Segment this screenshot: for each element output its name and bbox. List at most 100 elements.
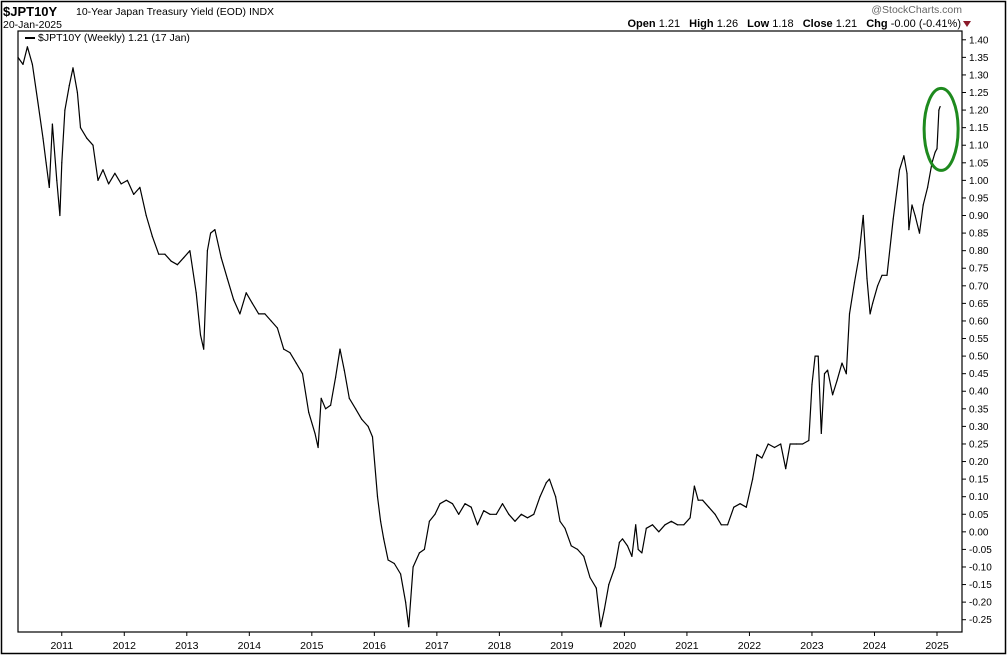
data-point [79,127,82,129]
data-point [22,63,24,65]
data-point [939,106,941,108]
data-point [289,352,291,354]
data-point [727,524,729,526]
data-point [108,183,110,185]
x-tick-label: 2023 [800,640,824,652]
y-tick-label: 0.45 [969,369,989,380]
data-point [886,274,888,276]
data-point [576,548,579,551]
data-point [126,179,128,181]
data-point [600,626,602,628]
data-point [938,109,940,111]
data-point [631,555,633,558]
change-down-caret-icon [963,21,971,27]
data-point [533,513,535,515]
data-point [841,362,843,364]
data-point [911,204,913,206]
ohlc-readout: Open 1.21 High 1.26 Low 1.18 Close 1.21 … [628,18,962,30]
data-point [872,302,874,304]
data-point [877,285,879,287]
y-tick-label: 1.10 [969,141,989,152]
data-point [245,292,247,294]
data-point [858,257,860,259]
data-point [548,478,551,480]
high-value: 1.26 [716,18,739,30]
data-point [683,524,685,526]
data-point [283,348,285,350]
data-point [845,373,847,375]
data-point [367,425,369,427]
data-point [651,524,654,526]
data-point [733,506,735,508]
chg-value: -0.00 (-0.41%) [890,18,961,30]
data-point [752,478,754,480]
data-point [120,183,122,185]
data-point [251,302,253,304]
data-point [520,513,522,515]
data-point [320,397,322,399]
data-point [226,278,228,280]
data-point [927,186,929,188]
legend: $JPT10Y (Weekly) 1.21 (17 Jan) [23,32,192,44]
data-point [508,513,510,515]
y-tick-label: 0.10 [969,492,989,503]
data-point [785,468,787,470]
data-point [756,453,758,456]
y-tick-label: 0.50 [969,352,989,363]
data-point [545,482,547,484]
data-point [214,229,216,231]
data-point [158,253,160,255]
data-point [608,584,610,586]
data-point [59,214,61,217]
y-tick-label: -0.25 [969,615,992,626]
data-point [564,527,566,529]
chg-label: Chg [866,18,888,30]
data-point [325,408,327,410]
data-point [56,179,58,181]
data-point [48,186,50,188]
data-point [317,446,319,449]
y-tick-label: -0.10 [969,562,992,573]
open-label: Open [627,18,656,30]
x-tick-label: 2020 [613,640,637,652]
data-point [761,457,763,459]
data-point [641,552,643,554]
data-point [383,538,385,540]
data-point [239,313,241,315]
x-tick-label: 2012 [113,640,137,652]
data-point [489,513,491,515]
data-point [72,67,74,69]
low-value: 1.18 [772,18,794,30]
data-point [817,355,819,357]
data-point [495,513,497,515]
data-point [464,503,466,505]
y-tick-label: 1.05 [969,158,989,169]
y-tick-label: 0.90 [969,211,989,222]
chart-symbol: $JPT10Y [3,4,58,19]
data-point [866,278,868,280]
data-point [434,513,436,515]
data-point [439,503,441,505]
data-point [802,443,804,445]
data-point [526,517,529,519]
data-point [102,169,104,171]
data-point [37,102,39,104]
x-tick-label: 2022 [738,640,762,652]
data-point [708,506,710,508]
y-tick-label: 0.20 [969,457,989,468]
data-point [270,320,272,322]
data-point [739,503,741,505]
data-point [892,218,894,220]
close-value: 1.21 [835,18,858,30]
y-tick-label: 0.80 [969,246,989,257]
data-point [570,545,572,547]
data-point [853,281,856,283]
y-tick-label: 1.35 [969,53,989,64]
x-tick-label: 2024 [863,640,887,652]
data-point [814,355,816,357]
data-point [589,576,591,579]
legend-line-swatch [25,37,35,39]
data-point [693,485,696,487]
